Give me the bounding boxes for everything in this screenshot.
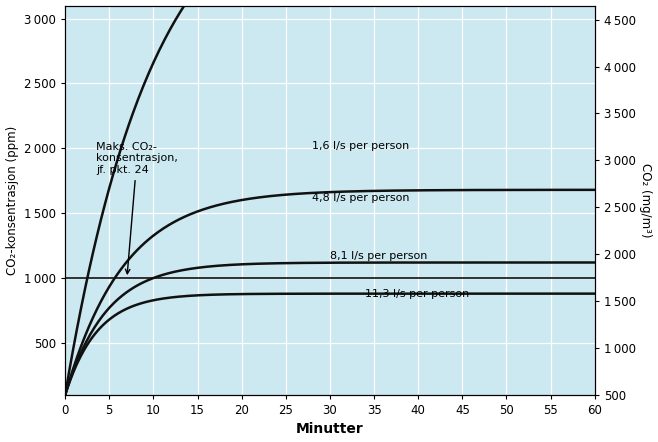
- Text: 8,1 l/s per person: 8,1 l/s per person: [330, 251, 427, 261]
- Text: 11,3 l/s per person: 11,3 l/s per person: [365, 289, 470, 299]
- Y-axis label: CO₂ (mg/m³): CO₂ (mg/m³): [640, 163, 653, 237]
- X-axis label: Minutter: Minutter: [296, 423, 364, 436]
- Text: 1,6 l/s per person: 1,6 l/s per person: [313, 141, 409, 151]
- Y-axis label: CO₂-konsentrasjon (ppm): CO₂-konsentrasjon (ppm): [5, 126, 18, 275]
- Text: 4,8 l/s per person: 4,8 l/s per person: [313, 193, 410, 203]
- Text: Maks. CO₂-
konsentrasjon,
jf. pkt. 24: Maks. CO₂- konsentrasjon, jf. pkt. 24: [96, 142, 178, 274]
